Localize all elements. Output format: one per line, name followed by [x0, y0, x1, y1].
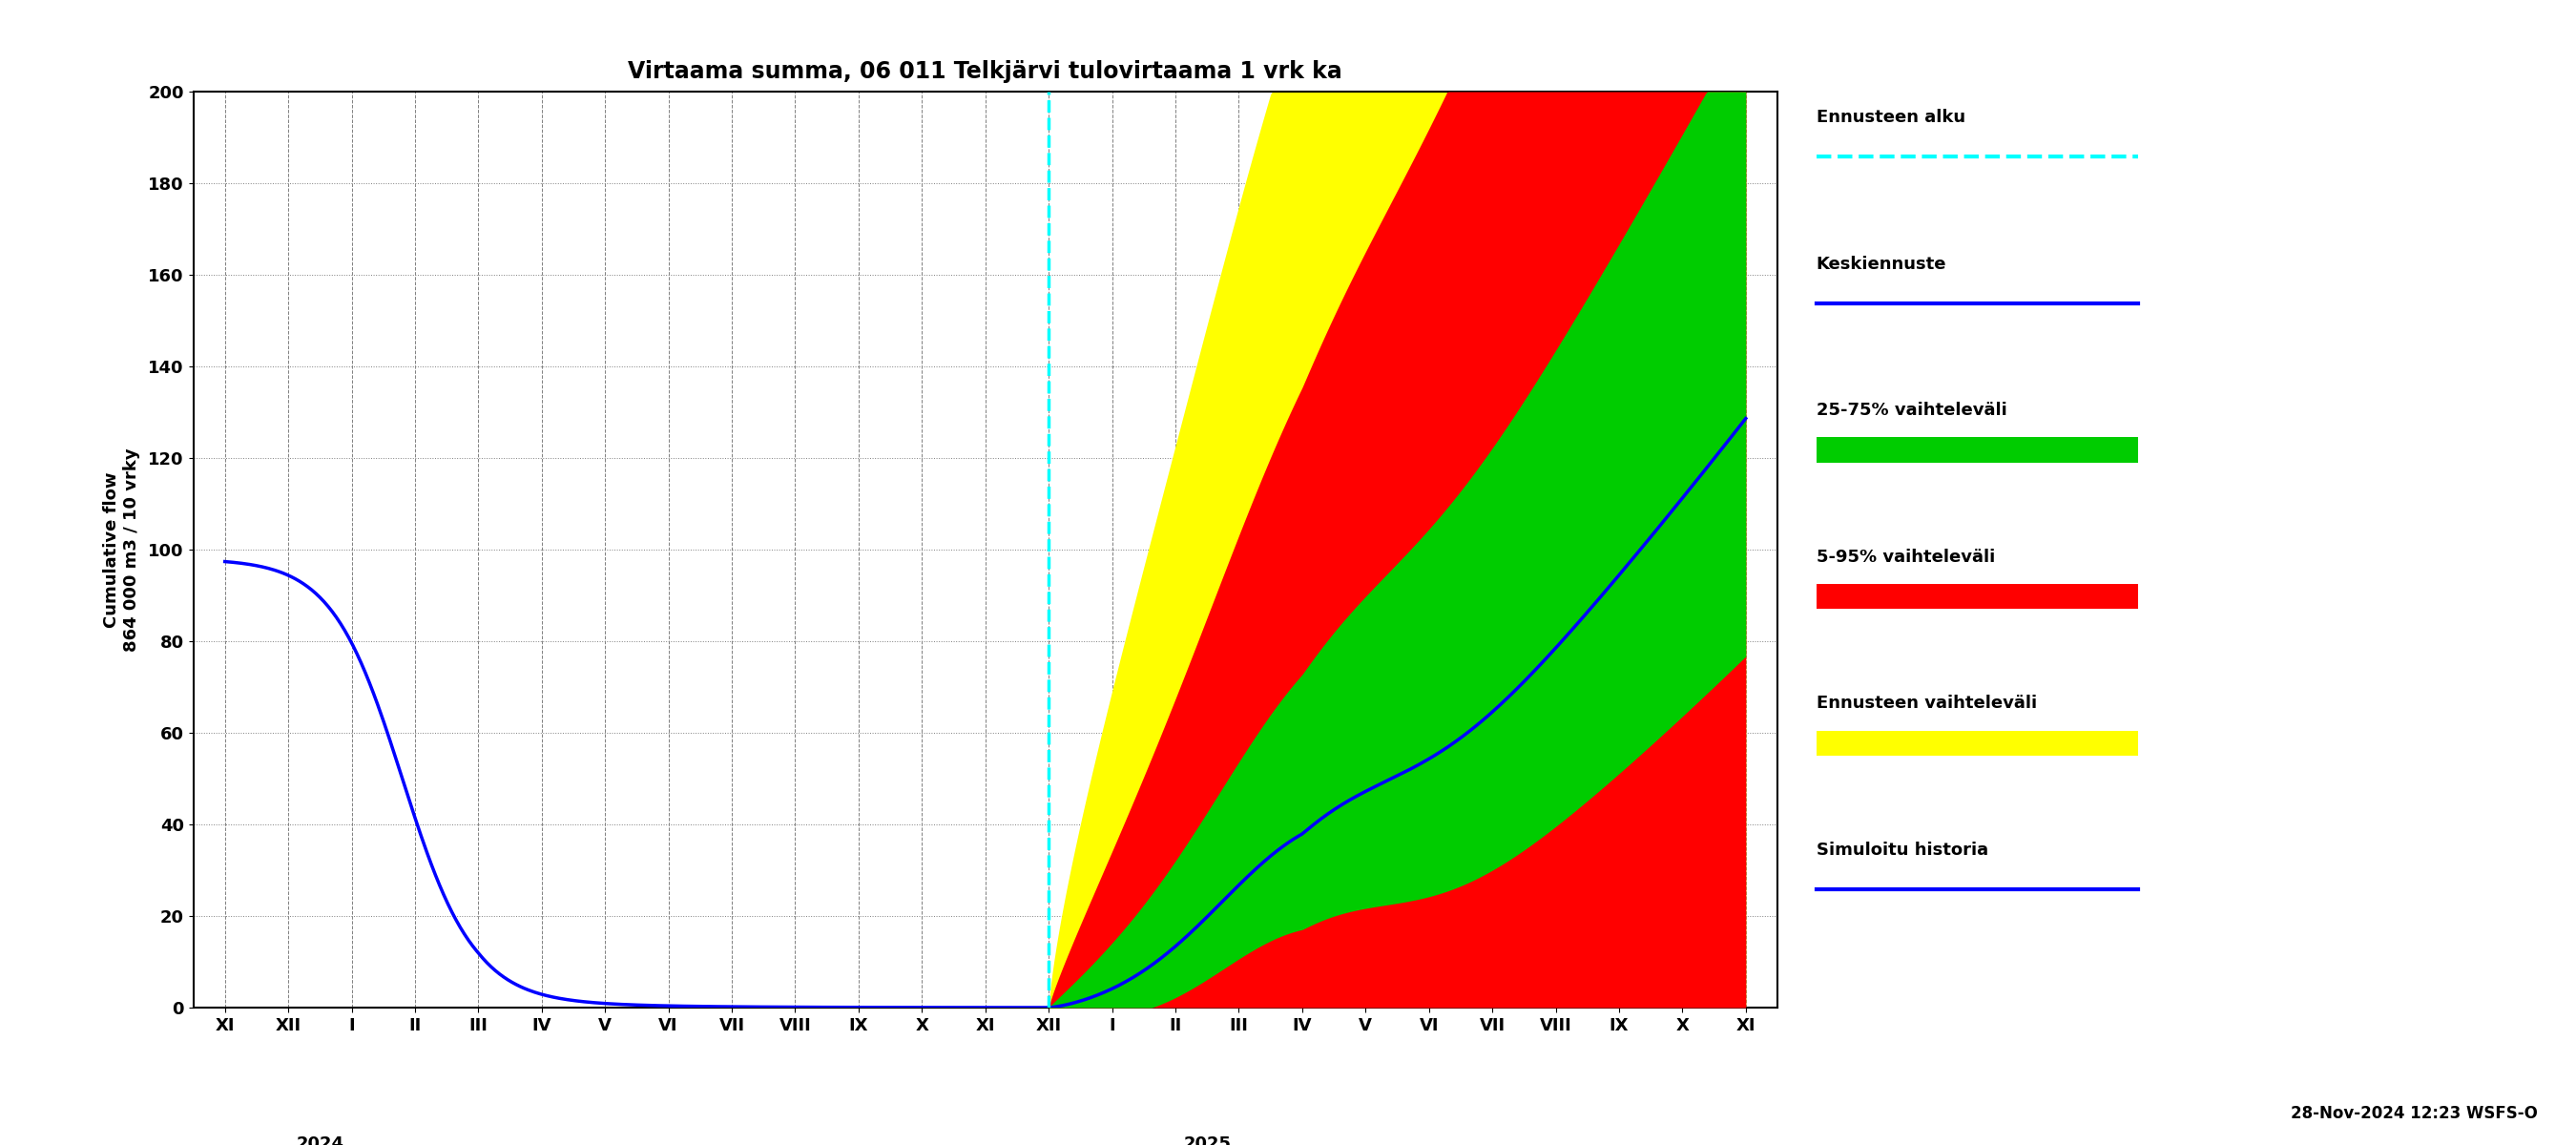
Y-axis label: Cumulative flow
864 000 m3 / 10 vrky: Cumulative flow 864 000 m3 / 10 vrky — [103, 448, 139, 652]
Text: Simuloitu historia: Simuloitu historia — [1816, 842, 1989, 859]
Text: Ennusteen vaihteleväli: Ennusteen vaihteleväli — [1816, 695, 2038, 712]
Text: 5-95% vaihteleväli: 5-95% vaihteleväli — [1816, 548, 1994, 566]
Text: 2024: 2024 — [296, 1136, 343, 1145]
Title: Virtaama summa, 06 011 Telkjärvi tulovirtaama 1 vrk ka: Virtaama summa, 06 011 Telkjärvi tulovir… — [629, 61, 1342, 84]
Text: Ennusteen alku: Ennusteen alku — [1816, 109, 1965, 126]
Text: 28-Nov-2024 12:23 WSFS-O: 28-Nov-2024 12:23 WSFS-O — [2290, 1105, 2537, 1122]
Text: 25-75% vaihteleväli: 25-75% vaihteleväli — [1816, 402, 2007, 419]
Text: Keskiennuste: Keskiennuste — [1816, 255, 1947, 273]
Text: 2025: 2025 — [1182, 1136, 1231, 1145]
